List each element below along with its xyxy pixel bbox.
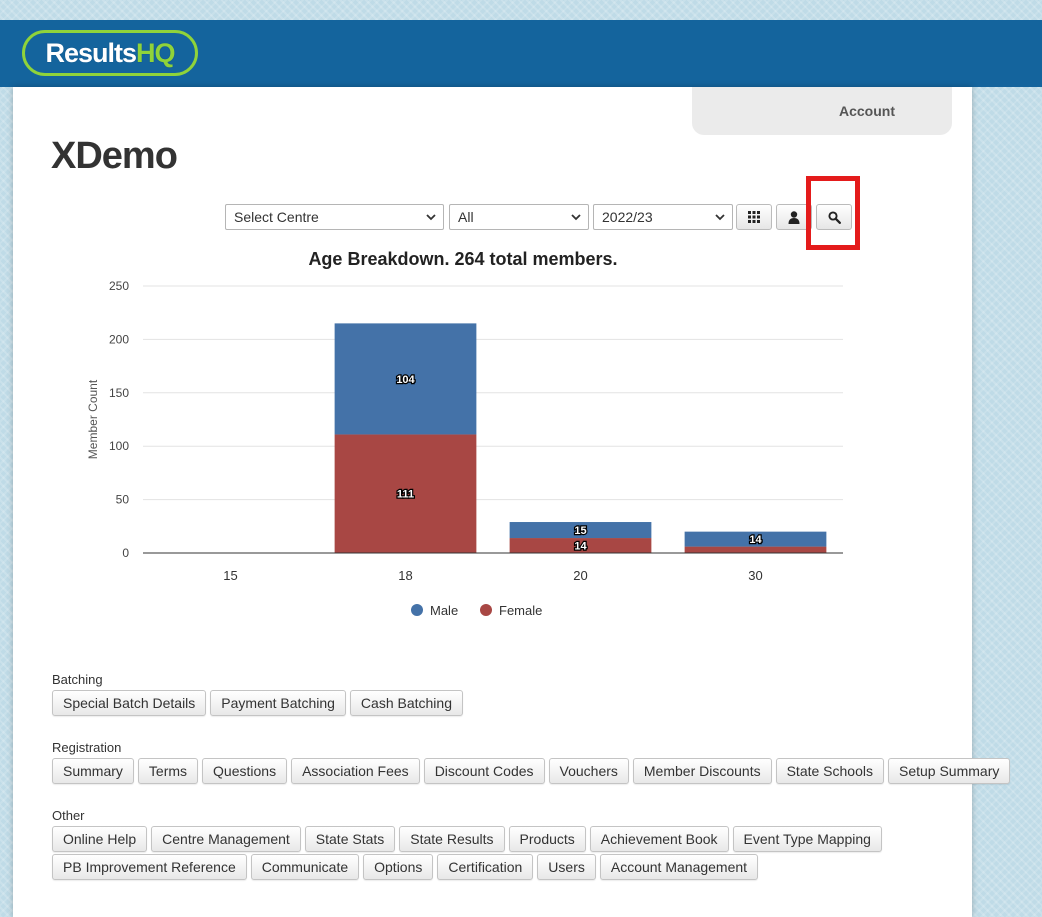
- button-row: Special Batch Details Payment Batching Cas…: [52, 690, 463, 716]
- x-tick-label: 30: [748, 568, 762, 583]
- account-management-button[interactable]: Account Management: [599, 854, 759, 880]
- legend-label-female: Female: [499, 603, 542, 618]
- logo-accent-text: HQ: [136, 37, 175, 68]
- y-tick-label: 250: [109, 279, 129, 293]
- cash-batching-button[interactable]: Cash Batching: [349, 690, 463, 716]
- y-tick-label: 0: [122, 546, 129, 560]
- association-fees-button[interactable]: Association Fees: [291, 758, 420, 784]
- chart-title: Age Breakdown. 264 total members.: [308, 249, 618, 269]
- achievement-book-button[interactable]: Achievement Book: [589, 826, 729, 852]
- bar-female: [684, 546, 827, 553]
- pb-improvement-reference-button[interactable]: PB Improvement Reference: [52, 854, 247, 880]
- chevron-down-icon: [715, 214, 725, 221]
- section-label-registration: Registration: [52, 740, 122, 755]
- online-help-button[interactable]: Online Help: [52, 826, 148, 852]
- search-icon: [827, 210, 841, 224]
- setup-summary-button[interactable]: Setup Summary: [887, 758, 1011, 784]
- terms-button[interactable]: Terms: [137, 758, 199, 784]
- centre-select-value: Select Centre: [234, 209, 319, 225]
- state-schools-button[interactable]: State Schools: [775, 758, 884, 784]
- communicate-button[interactable]: Communicate: [250, 854, 360, 880]
- summary-button[interactable]: Summary: [52, 758, 134, 784]
- y-tick-label: 50: [116, 493, 130, 507]
- chevron-down-icon: [571, 214, 581, 221]
- grid-icon: [748, 211, 760, 223]
- page-title: XDemo: [51, 135, 178, 177]
- section-label-batching: Batching: [52, 672, 103, 687]
- special-batch-details-button[interactable]: Special Batch Details: [52, 690, 207, 716]
- data-label: 14: [749, 534, 762, 546]
- button-row: Summary Terms Questions Association Fees Dis…: [52, 758, 1011, 784]
- legend-marker-male: [411, 604, 423, 616]
- y-tick-label: 150: [109, 386, 129, 400]
- age-breakdown-chart: 0 50 100 150 200 250 Member Count 15 111 104 18 14 1…: [86, 279, 843, 618]
- state-results-button[interactable]: State Results: [399, 826, 505, 852]
- top-navigation-bar: Results HQ: [0, 20, 1042, 87]
- data-label: 104: [396, 374, 415, 386]
- button-row: PB Improvement Reference Communicate Optio…: [52, 854, 759, 880]
- state-stats-button[interactable]: State Stats: [304, 826, 396, 852]
- products-button[interactable]: Products: [508, 826, 586, 852]
- payment-batching-button[interactable]: Payment Batching: [210, 690, 346, 716]
- legend-marker-female: [480, 604, 492, 616]
- users-button[interactable]: Users: [537, 854, 596, 880]
- resultshq-logo[interactable]: Results HQ: [22, 30, 198, 76]
- bar-male: [509, 522, 652, 539]
- discount-codes-button[interactable]: Discount Codes: [423, 758, 545, 784]
- season-select-value: 2022/23: [602, 209, 653, 225]
- event-type-mapping-button[interactable]: Event Type Mapping: [732, 826, 882, 852]
- centre-select[interactable]: Select Centre: [225, 204, 444, 230]
- button-row: Online Help Centre Management State Stats S…: [52, 826, 882, 852]
- y-tick-label: 100: [109, 439, 129, 453]
- legend-label-male: Male: [430, 603, 458, 618]
- options-button[interactable]: Options: [363, 854, 434, 880]
- season-select[interactable]: 2022/23: [593, 204, 733, 230]
- group-select[interactable]: All: [449, 204, 589, 230]
- vouchers-button[interactable]: Vouchers: [548, 758, 629, 784]
- main-panel: Account XDemo Select Centre All 2022/23 …: [13, 87, 1011, 917]
- logo-main-text: Results: [45, 37, 137, 68]
- y-tick-label: 200: [109, 332, 129, 346]
- x-tick-label: 15: [223, 568, 237, 583]
- bar-male: [684, 531, 827, 547]
- chevron-down-icon: [426, 214, 436, 221]
- search-highlight-box: [806, 176, 860, 250]
- member-discounts-button[interactable]: Member Discounts: [632, 758, 772, 784]
- data-label: 14: [574, 541, 587, 553]
- questions-button[interactable]: Questions: [202, 758, 288, 784]
- account-label: Account: [839, 103, 895, 119]
- search-button[interactable]: [816, 204, 852, 230]
- x-tick-label: 20: [573, 568, 587, 583]
- bar-male: [334, 323, 477, 435]
- data-label: 111: [397, 489, 414, 501]
- account-tab[interactable]: Account: [692, 87, 952, 135]
- certification-button[interactable]: Certification: [437, 854, 534, 880]
- section-label-other: Other: [52, 808, 85, 823]
- x-tick-label: 18: [398, 568, 412, 583]
- centre-management-button[interactable]: Centre Management: [151, 826, 301, 852]
- y-axis-title: Member Count: [86, 379, 100, 459]
- user-icon: [788, 210, 800, 224]
- group-select-value: All: [458, 209, 474, 225]
- bar-female: [509, 538, 652, 553]
- bar-female: [334, 434, 477, 553]
- grid-view-button[interactable]: [736, 204, 772, 230]
- data-label: 15: [574, 525, 586, 537]
